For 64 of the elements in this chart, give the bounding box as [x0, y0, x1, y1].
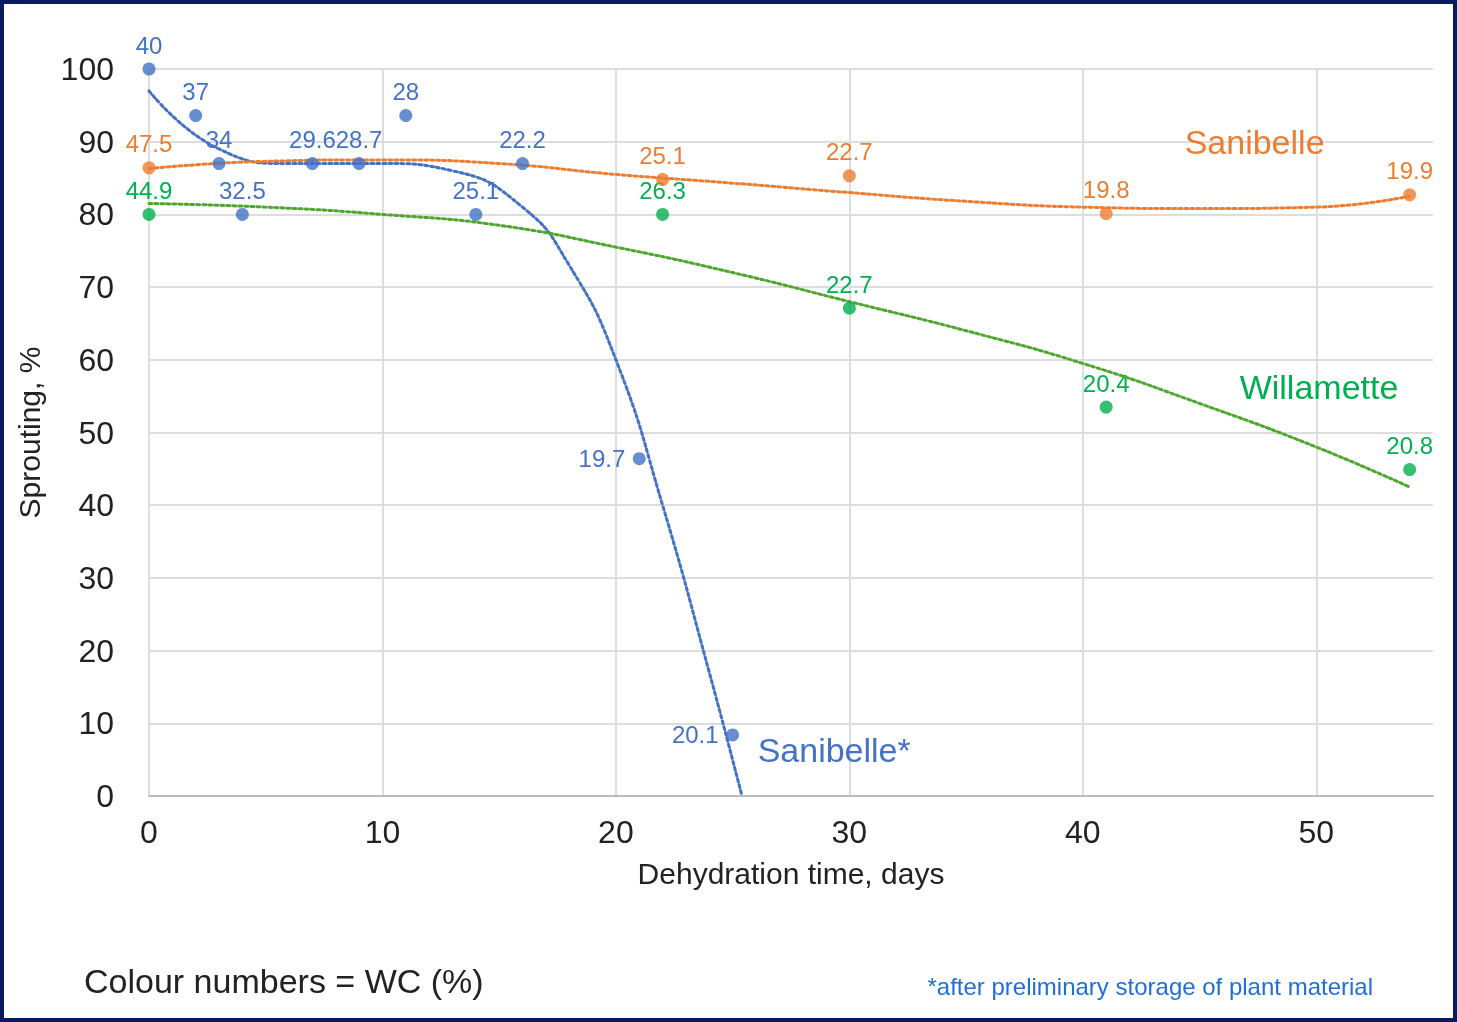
annotation: 19.7	[578, 445, 626, 473]
y-tick-label: 100	[60, 51, 114, 87]
y-tick-label: 10	[78, 705, 114, 742]
y-tick-label: 50	[78, 414, 114, 451]
text: *after preliminary storage of plant material	[927, 972, 1374, 1000]
annotation: 22.7	[826, 270, 873, 298]
annotation: 37	[182, 78, 210, 106]
point	[842, 301, 856, 315]
annotation: 26.3	[639, 176, 686, 204]
annotation: 20.1	[671, 721, 719, 749]
y-tick-label: 70	[78, 269, 114, 306]
series-label: Sanibelle*	[757, 730, 911, 769]
annotation: 40	[135, 31, 163, 59]
text: Sanibelle	[1184, 122, 1325, 161]
point	[305, 157, 319, 171]
point	[212, 157, 226, 171]
annotation: 19.8	[1082, 176, 1130, 204]
point	[1403, 188, 1417, 202]
annotation: 20.4	[1082, 369, 1130, 397]
point	[842, 169, 856, 183]
y-axis-title: Sprouting, %	[12, 346, 46, 519]
point	[189, 109, 203, 123]
x-tick-label: 40	[1065, 814, 1101, 850]
y-tick-label: 40	[78, 487, 114, 524]
y-tick-label: 0	[96, 778, 114, 814]
x-tick-label: 20	[598, 814, 634, 850]
annotation: 47.5	[125, 130, 173, 158]
point	[656, 207, 670, 221]
annotation: 28.7	[335, 126, 383, 154]
point	[516, 157, 530, 171]
point	[726, 728, 740, 742]
annotation: 29.6	[289, 126, 336, 154]
point	[142, 62, 156, 76]
point	[142, 161, 156, 175]
y-tick-label: 90	[78, 123, 114, 160]
point	[469, 207, 483, 221]
point	[1403, 463, 1417, 477]
point	[1099, 400, 1113, 414]
series-label: Willamette	[1239, 367, 1399, 406]
point	[352, 157, 366, 171]
annotation: 28	[392, 78, 420, 106]
point	[632, 452, 646, 466]
x-tick-label: 30	[831, 814, 868, 850]
text: Colour numbers = WC (%)	[84, 962, 484, 1000]
annotation: 22.2	[499, 126, 546, 154]
x-tick-label: 10	[364, 814, 401, 850]
x-tick-label: 50	[1298, 814, 1335, 850]
annotation: 22.7	[826, 138, 873, 166]
annotation: 25.1	[639, 142, 686, 169]
point	[399, 109, 413, 123]
point	[1099, 207, 1113, 221]
annotation: 44.9	[125, 176, 173, 204]
annotation: 25.1	[452, 176, 500, 204]
y-tick-label: 20	[78, 632, 114, 669]
x-axis-title: Dehydration time, days	[637, 856, 945, 890]
y-tick-label: 30	[78, 559, 114, 596]
x-tick-label: 0	[140, 814, 158, 850]
y-tick-label: 60	[78, 341, 114, 378]
annotation: 32.5	[219, 176, 266, 204]
annotation: 19.9	[1386, 157, 1434, 185]
y-tick-label: 80	[78, 196, 114, 233]
point	[235, 207, 249, 221]
point	[142, 207, 156, 221]
annotation: 20.8	[1386, 432, 1434, 460]
